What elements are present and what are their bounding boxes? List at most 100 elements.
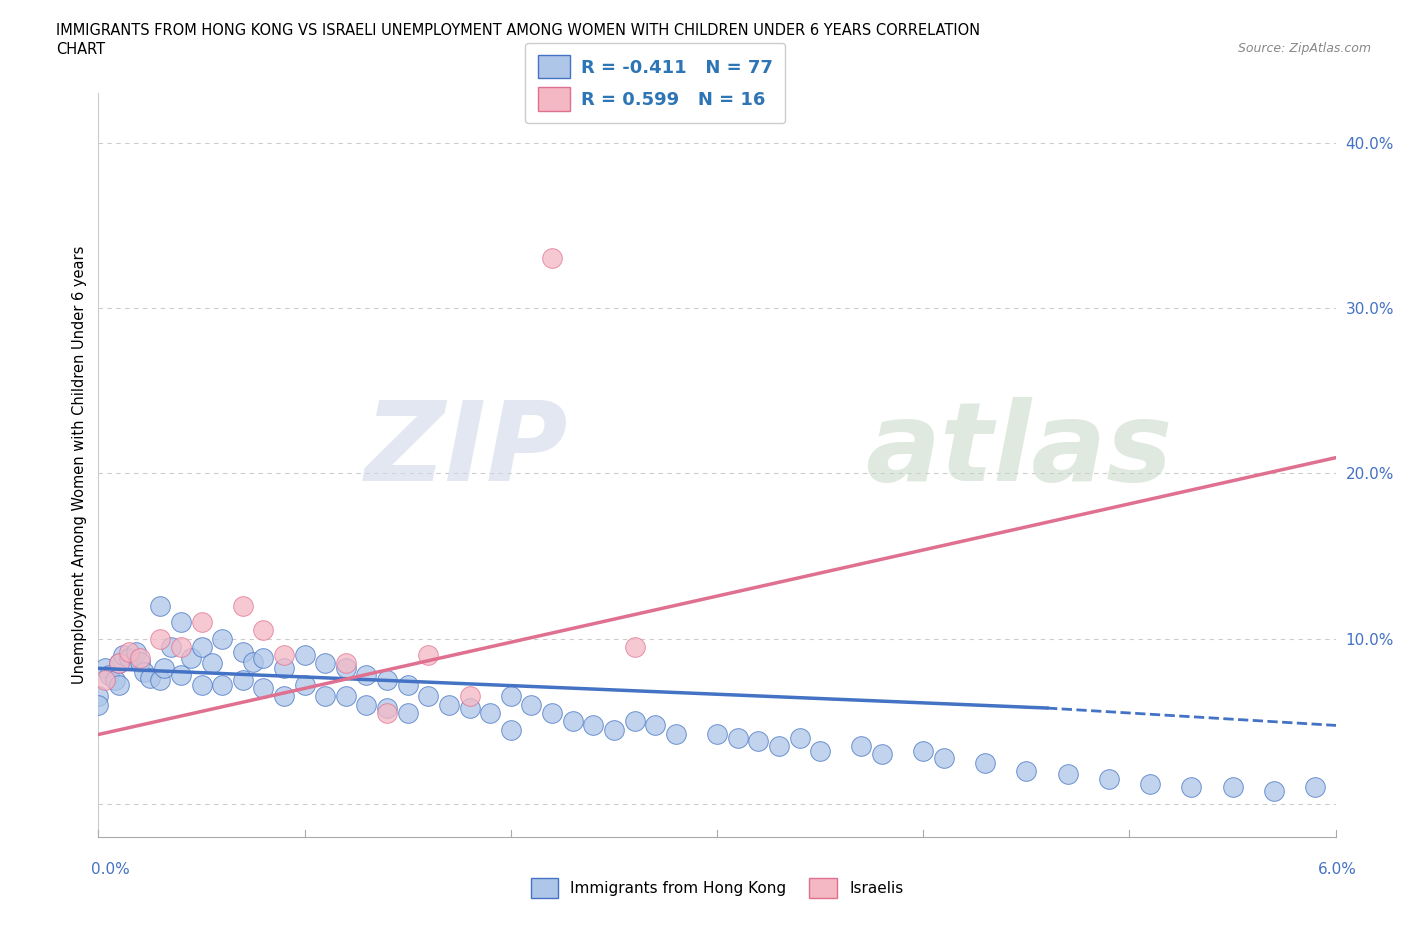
Point xyxy=(252,681,274,696)
Point xyxy=(149,631,172,646)
Text: 6.0%: 6.0% xyxy=(1317,862,1357,877)
Point xyxy=(87,698,110,712)
Point xyxy=(294,647,316,662)
Point xyxy=(1139,777,1161,791)
Point xyxy=(93,672,115,687)
Point xyxy=(252,651,274,666)
Point xyxy=(87,689,110,704)
Point xyxy=(851,738,873,753)
Point xyxy=(159,640,181,655)
Point xyxy=(170,640,193,655)
Point xyxy=(149,672,172,687)
Point xyxy=(118,651,141,666)
Point xyxy=(273,689,295,704)
Point xyxy=(190,640,212,655)
Point xyxy=(1180,780,1202,795)
Point xyxy=(104,672,127,687)
Point xyxy=(118,644,141,659)
Point xyxy=(124,644,146,659)
Point xyxy=(190,677,212,692)
Text: ZIP: ZIP xyxy=(366,396,568,504)
Point xyxy=(665,727,688,742)
Point xyxy=(108,656,131,671)
Text: atlas: atlas xyxy=(866,396,1173,504)
Point xyxy=(458,689,481,704)
Point xyxy=(232,644,254,659)
Point xyxy=(1303,780,1326,795)
Point xyxy=(273,661,295,676)
Point xyxy=(252,623,274,638)
Point xyxy=(201,656,224,671)
Point xyxy=(623,640,645,655)
Point xyxy=(242,655,264,670)
Point xyxy=(582,717,605,732)
Text: Source: ZipAtlas.com: Source: ZipAtlas.com xyxy=(1237,42,1371,55)
Point xyxy=(170,615,193,630)
Point xyxy=(789,730,811,745)
Legend: Immigrants from Hong Kong, Israelis: Immigrants from Hong Kong, Israelis xyxy=(524,872,910,904)
Point xyxy=(153,661,176,676)
Point xyxy=(93,661,115,676)
Text: 0.0%: 0.0% xyxy=(91,862,131,877)
Point xyxy=(335,656,357,671)
Point xyxy=(974,755,997,770)
Point xyxy=(335,661,357,676)
Point xyxy=(314,689,336,704)
Text: IMMIGRANTS FROM HONG KONG VS ISRAELI UNEMPLOYMENT AMONG WOMEN WITH CHILDREN UNDE: IMMIGRANTS FROM HONG KONG VS ISRAELI UNE… xyxy=(56,23,980,38)
Point xyxy=(1263,783,1285,798)
Point xyxy=(396,706,419,721)
Point xyxy=(603,722,626,737)
Point xyxy=(808,744,831,759)
Point xyxy=(294,677,316,692)
Point xyxy=(768,738,790,753)
Point xyxy=(108,677,131,692)
Point xyxy=(561,714,583,729)
Point xyxy=(499,722,522,737)
Point xyxy=(211,631,233,646)
Point xyxy=(132,664,155,679)
Point xyxy=(232,672,254,687)
Point xyxy=(396,677,419,692)
Text: CHART: CHART xyxy=(56,42,105,57)
Point xyxy=(180,651,202,666)
Point xyxy=(112,647,135,662)
Point xyxy=(520,698,543,712)
Point xyxy=(479,706,502,721)
Point xyxy=(1098,772,1121,787)
Point xyxy=(458,700,481,715)
Point xyxy=(437,698,460,712)
Point xyxy=(418,689,440,704)
Point xyxy=(273,647,295,662)
Point xyxy=(335,689,357,704)
Point xyxy=(1222,780,1244,795)
Point xyxy=(375,700,398,715)
Point xyxy=(108,656,131,671)
Point xyxy=(418,647,440,662)
Point xyxy=(747,734,769,749)
Point xyxy=(149,598,172,613)
Point xyxy=(190,615,212,630)
Point xyxy=(232,598,254,613)
Point xyxy=(170,668,193,683)
Point xyxy=(128,651,150,666)
Point xyxy=(706,727,728,742)
Point xyxy=(727,730,749,745)
Point xyxy=(314,656,336,671)
Point xyxy=(541,706,564,721)
Point xyxy=(932,751,955,765)
Point xyxy=(356,698,378,712)
Point xyxy=(541,251,564,266)
Point xyxy=(139,671,162,685)
Point xyxy=(211,677,233,692)
Point xyxy=(356,668,378,683)
Point xyxy=(1015,764,1038,778)
Point xyxy=(644,717,666,732)
Point xyxy=(912,744,935,759)
Point xyxy=(870,747,893,762)
Point xyxy=(499,689,522,704)
Point xyxy=(375,672,398,687)
Point xyxy=(97,668,120,683)
Point xyxy=(623,714,645,729)
Point xyxy=(128,655,150,670)
Point xyxy=(1056,766,1078,781)
